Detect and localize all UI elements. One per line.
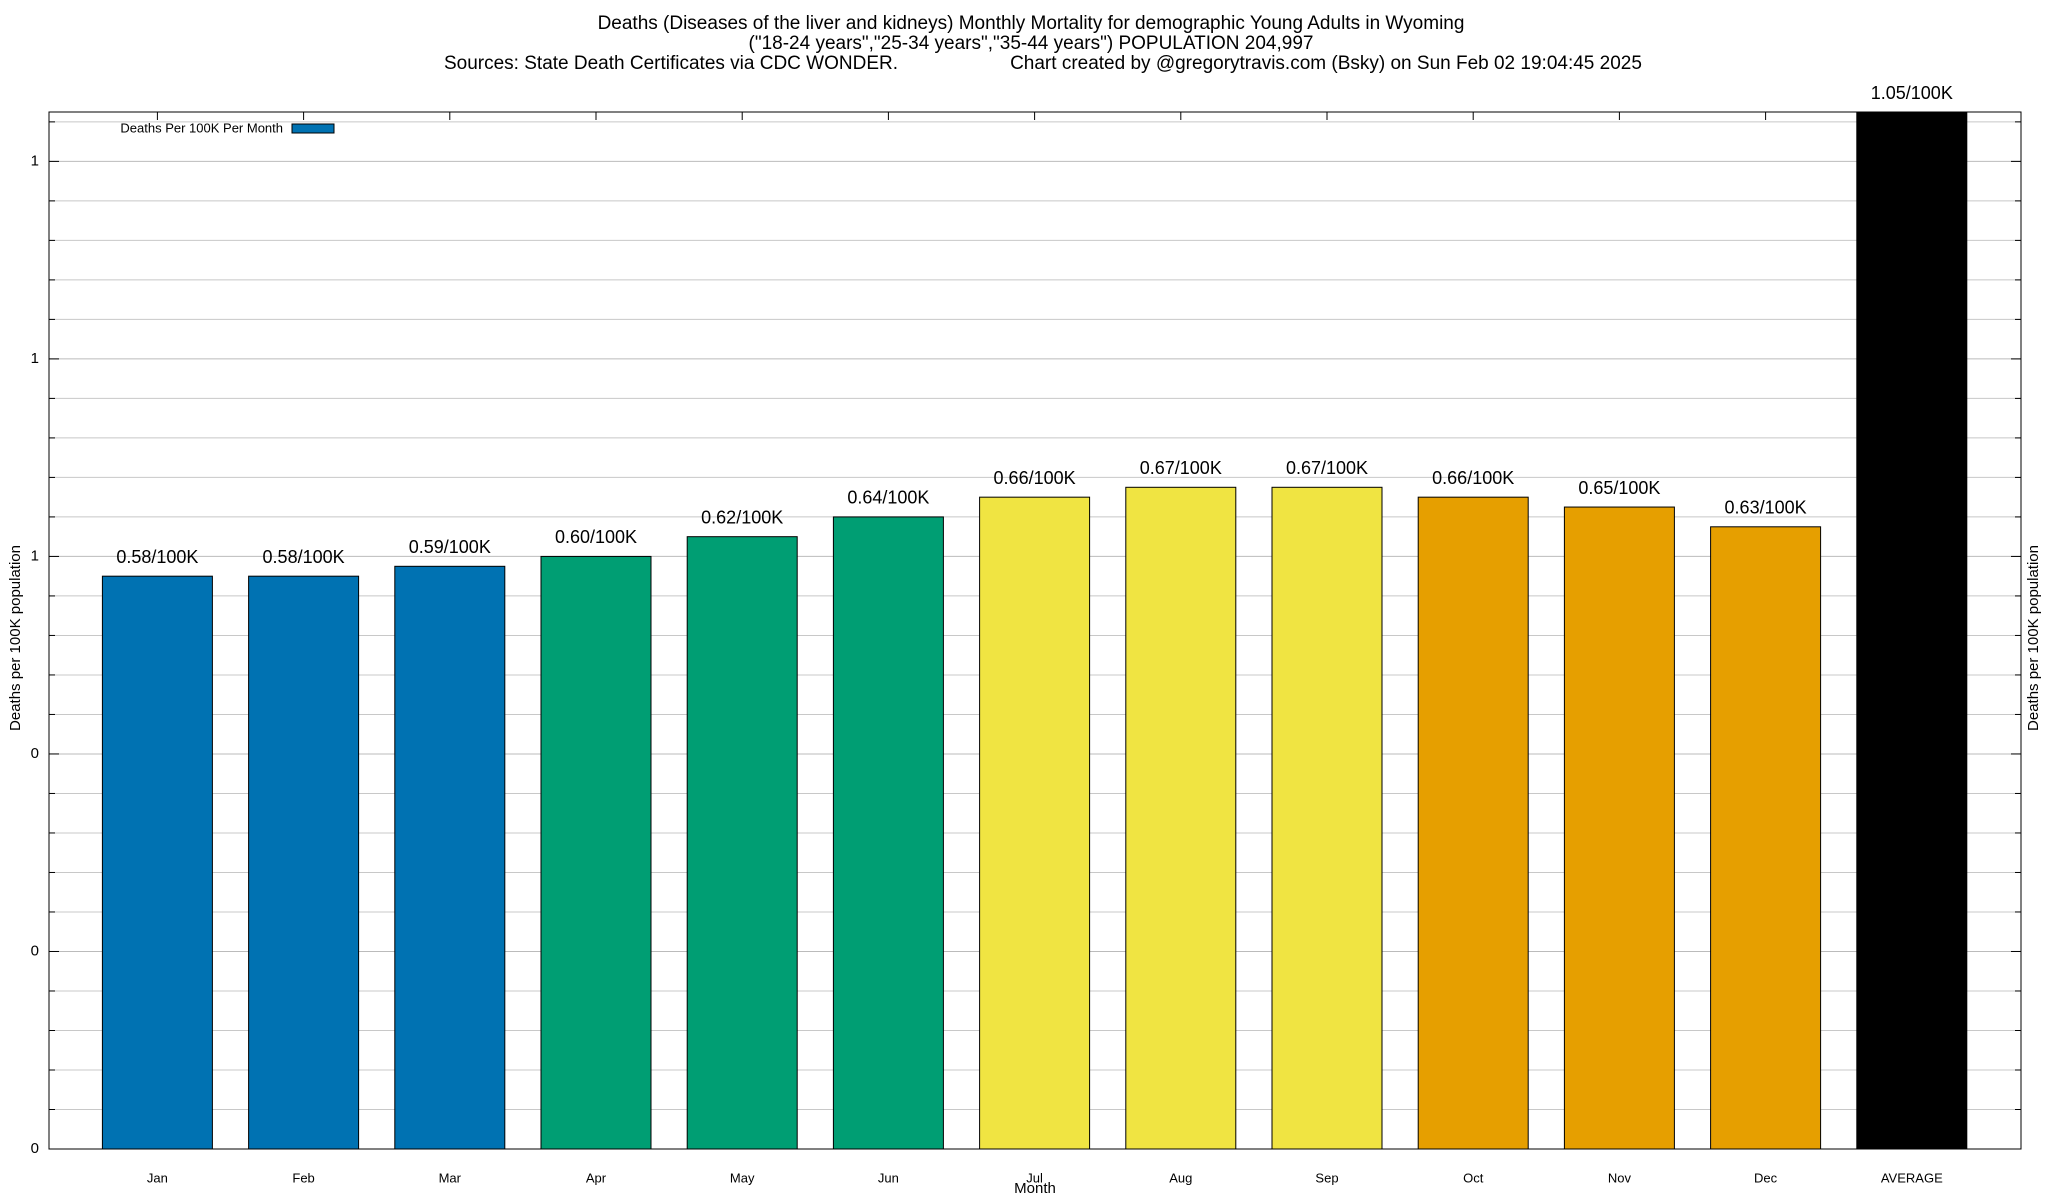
bar <box>1563 506 1675 1150</box>
value-label: 0.64/100K <box>847 488 929 508</box>
y-tick-label: 0 <box>31 942 39 959</box>
legend-swatch <box>291 123 335 134</box>
y-tick-label: 1 <box>31 350 39 367</box>
value-label: 0.67/100K <box>1140 458 1222 478</box>
bar <box>832 516 944 1150</box>
value-label: 0.59/100K <box>409 537 491 557</box>
bar <box>540 555 652 1150</box>
value-label: 0.65/100K <box>1578 478 1660 498</box>
bar <box>1271 486 1383 1150</box>
bar <box>248 575 360 1150</box>
bar <box>1710 526 1822 1150</box>
x-tick-label: Jun <box>878 1170 899 1185</box>
bar <box>394 565 506 1150</box>
value-label: 0.67/100K <box>1286 458 1368 478</box>
x-tick-label: Dec <box>1754 1170 1778 1185</box>
y-tick-label: 1 <box>31 152 39 169</box>
chart-title: Deaths (Diseases of the liver and kidney… <box>598 13 1465 34</box>
x-tick-label: Mar <box>439 1170 462 1185</box>
x-tick-label: Apr <box>586 1170 607 1185</box>
sources: Sources: State Death Certificates via CD… <box>444 53 898 74</box>
bar <box>1417 496 1529 1150</box>
x-axis-label: Month <box>1014 1180 1056 1197</box>
legend-label: Deaths Per 100K Per Month <box>120 120 283 135</box>
x-tick-label: AVERAGE <box>1881 1170 1943 1185</box>
y2-axis-label: Deaths per 100K population <box>2025 545 2042 731</box>
value-label: 0.63/100K <box>1725 498 1807 518</box>
value-label: 0.58/100K <box>263 547 345 567</box>
bar <box>101 575 213 1150</box>
bar <box>1125 486 1237 1150</box>
x-tick-label: Nov <box>1608 1170 1632 1185</box>
bar <box>686 536 798 1150</box>
plot-frame <box>48 111 2022 1150</box>
y-tick-label: 0 <box>31 1140 39 1157</box>
value-label: 0.66/100K <box>994 468 1076 488</box>
value-label: 1.05/100K <box>1871 83 1953 103</box>
x-tick-label: Aug <box>1169 1170 1192 1185</box>
x-tick-label: Oct <box>1463 1170 1484 1185</box>
y-tick-label: 0 <box>31 745 39 762</box>
x-tick-label: May <box>730 1170 755 1185</box>
chart-subtitle: ("18-24 years","25-34 years","35-44 year… <box>749 33 1314 54</box>
y-tick-label: 1 <box>31 547 39 564</box>
value-label: 0.58/100K <box>116 547 198 567</box>
x-tick-label: Feb <box>292 1170 314 1185</box>
x-tick-label: Jul <box>1026 1170 1043 1185</box>
y-axis-label: Deaths per 100K population <box>7 545 24 731</box>
x-tick-label: Sep <box>1315 1170 1338 1185</box>
x-tick-label: Jan <box>147 1170 168 1185</box>
bar <box>1856 111 1968 1150</box>
value-label: 0.62/100K <box>701 507 783 527</box>
value-label: 0.66/100K <box>1432 468 1514 488</box>
value-label: 0.60/100K <box>555 527 637 547</box>
credit: Chart created by @gregorytravis.com (Bsk… <box>1010 53 1642 74</box>
bar <box>979 496 1091 1150</box>
